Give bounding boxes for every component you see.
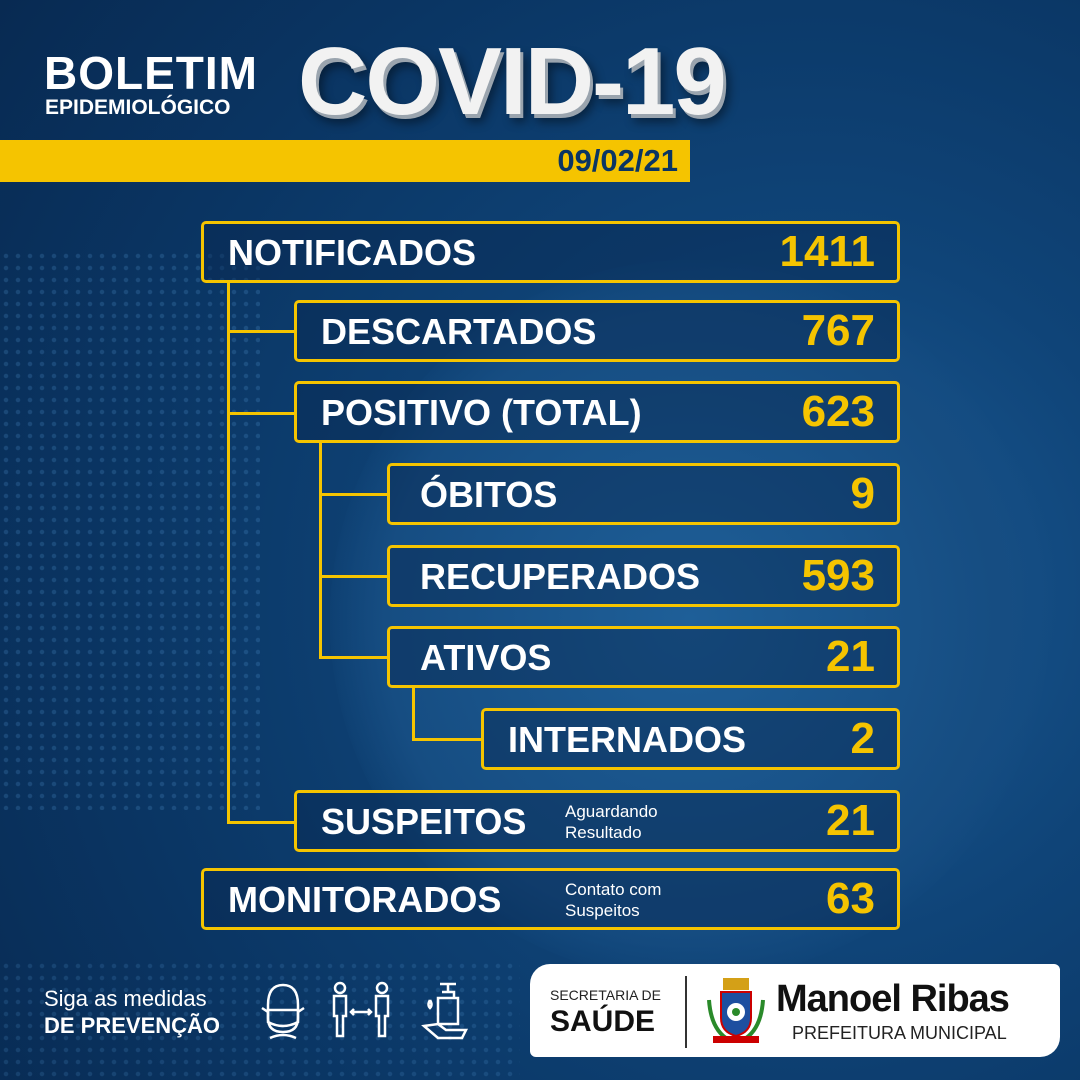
stat-note: Aguardando <box>565 802 658 821</box>
stat-ativos: ATIVOS 21 <box>387 626 900 688</box>
divider <box>685 976 687 1048</box>
connector <box>412 738 481 741</box>
stat-note: Contato com <box>565 880 662 899</box>
connector <box>227 283 230 824</box>
hand-sanitizer-icon <box>421 982 469 1040</box>
coat-of-arms-icon <box>707 978 765 1043</box>
secretaria-label: SECRETARIA DE <box>550 987 661 1003</box>
title-epidemiologico: EPIDEMIOLÓGICO <box>45 96 231 119</box>
stat-value: 767 <box>801 306 875 355</box>
stat-value: 21 <box>826 796 875 845</box>
stat-descartados: DESCARTADOS 767 <box>294 300 900 362</box>
stat-label: ÓBITOS <box>420 474 558 515</box>
connector <box>412 688 415 741</box>
connector <box>319 575 387 578</box>
stat-value: 623 <box>801 387 875 436</box>
date-band: 09/02/21 <box>0 140 690 182</box>
stat-note: Resultado <box>565 823 642 842</box>
stat-notificados: NOTIFICADOS 1411 <box>201 221 900 283</box>
connector <box>227 330 294 333</box>
social-distance-icon <box>332 981 390 1038</box>
stat-label: NOTIFICADOS <box>228 232 476 273</box>
stat-value: 63 <box>826 874 875 923</box>
stat-label: MONITORADOS <box>228 879 502 920</box>
stat-note: Suspeitos <box>565 901 640 920</box>
city-name: Manoel Ribas <box>776 978 1010 1020</box>
connector <box>319 493 387 496</box>
dot-pattern-footer <box>0 960 520 1080</box>
virus-background <box>330 260 1050 980</box>
stat-value: 1411 <box>779 227 875 276</box>
prevention-line2: DE PREVENÇÃO <box>44 1013 221 1038</box>
stat-value: 9 <box>850 469 875 518</box>
dot-pattern <box>0 250 260 810</box>
connector <box>227 821 294 824</box>
stat-internados: INTERNADOS 2 <box>481 708 900 770</box>
saude-label: SAÚDE <box>550 1005 656 1038</box>
stat-value: 593 <box>801 551 875 600</box>
connector <box>319 656 387 659</box>
stat-recuperados: RECUPERADOS 593 <box>387 545 900 607</box>
stat-suspeitos: SUSPEITOS Aguardando Resultado 21 <box>294 790 900 852</box>
stat-obitos: ÓBITOS 9 <box>387 463 900 525</box>
stat-positivo: POSITIVO (TOTAL) 623 <box>294 381 900 443</box>
date: 09/02/21 <box>557 143 678 178</box>
title-boletim: BOLETIM <box>44 47 258 99</box>
stat-label: INTERNADOS <box>508 719 747 760</box>
stat-value: 2 <box>850 714 875 763</box>
logo-panel: SECRETARIA DE SAÚDE Manoel Ribas PREFEIT… <box>530 964 1060 1057</box>
face-mask-icon <box>261 983 305 1040</box>
connector <box>227 412 294 415</box>
stat-label: DESCARTADOS <box>321 311 597 352</box>
city-subtitle: PREFEITURA MUNICIPAL <box>792 1023 1007 1043</box>
stat-value: 21 <box>826 632 875 681</box>
stat-label: POSITIVO (TOTAL) <box>321 392 642 433</box>
stat-monitorados: MONITORADOS Contato com Suspeitos 63 <box>201 868 900 930</box>
stat-label: SUSPEITOS <box>321 801 527 842</box>
prevention-line1: Siga as medidas <box>44 986 207 1011</box>
stat-label: ATIVOS <box>420 637 552 678</box>
stat-label: RECUPERADOS <box>420 556 701 597</box>
title-covid: COVID-19 <box>298 28 727 135</box>
connector <box>319 443 322 659</box>
